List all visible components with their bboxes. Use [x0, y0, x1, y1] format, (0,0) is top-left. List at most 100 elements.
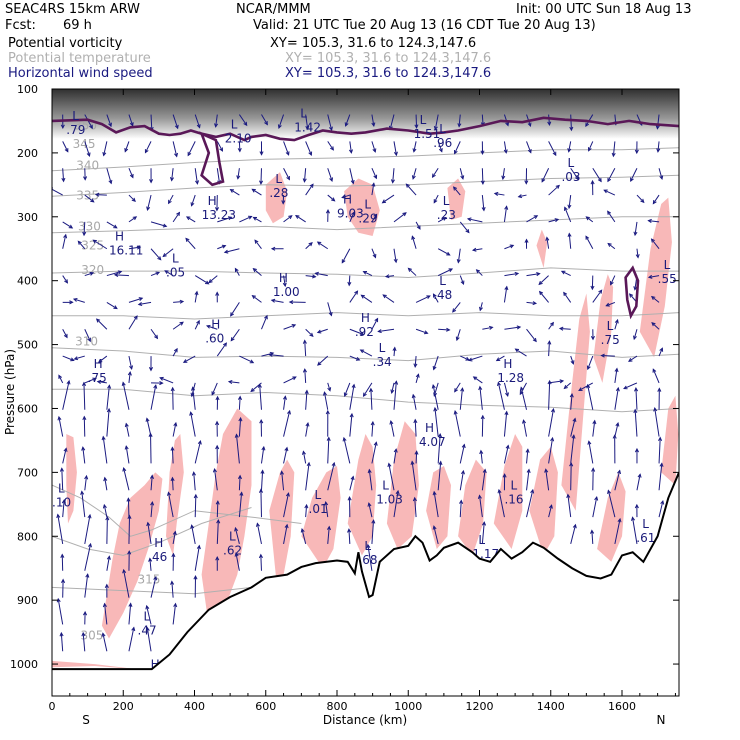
wind-arrowhead-340 — [452, 308, 457, 313]
wind-arrowhead-350 — [480, 150, 485, 155]
wind-vector-416 — [570, 167, 579, 180]
pv-shading-4 — [269, 459, 295, 581]
wind-arrowhead-492 — [652, 368, 657, 373]
wind-arrowhead-16 — [56, 513, 61, 519]
wind-arrowhead-124 — [173, 602, 178, 608]
y-tick-label-700: 700 — [17, 466, 38, 479]
wind-vector-314 — [411, 461, 417, 491]
wind-arrowhead-56 — [103, 476, 108, 482]
pv-shading-9 — [458, 459, 487, 556]
wind-vector-47 — [93, 239, 108, 250]
wind-arrowhead-114 — [173, 347, 178, 353]
wind-vector-426 — [570, 418, 576, 437]
wind-arrowhead-408 — [559, 379, 565, 384]
wind-arrowhead-311 — [411, 393, 416, 399]
wind-arrowhead-31 — [92, 377, 97, 382]
wind-arrowhead-416 — [574, 175, 579, 181]
wind-arrowhead-268 — [373, 174, 378, 180]
wind-arrowhead-11 — [66, 379, 71, 385]
wind-arrowhead-127 — [194, 180, 200, 185]
wind-vector-468 — [636, 194, 645, 203]
wind-arrowhead-285 — [393, 151, 398, 157]
wind-vector-198 — [278, 114, 285, 129]
wind-arrowhead-487 — [650, 238, 655, 243]
wind-arrowhead-197 — [258, 553, 263, 559]
wind-arrowhead-343 — [454, 388, 459, 393]
wind-arrowhead-341 — [455, 336, 460, 342]
x-tick-label-1000: 1000 — [394, 700, 422, 713]
wind-vector-110 — [162, 248, 174, 257]
wind-vector-407 — [548, 341, 550, 357]
model-name: SEAC4RS 15km ARW — [5, 2, 141, 17]
extremum-value-4: 1.51 — [414, 127, 441, 141]
wind-arrowhead-389 — [532, 301, 538, 306]
wind-arrowhead-26 — [77, 240, 82, 245]
wind-arrowhead-108 — [168, 199, 172, 205]
wind-arrowhead-335 — [460, 175, 465, 180]
wind-arrowhead-121 — [172, 530, 177, 536]
wind-arrowhead-208 — [292, 376, 297, 381]
pv-shading-16 — [661, 395, 679, 486]
wind-arrowhead-102 — [153, 575, 158, 581]
pv-shading-11 — [529, 446, 558, 556]
wind-vector-319 — [433, 194, 439, 203]
wind-arrowhead-35 — [84, 474, 89, 480]
wind-arrowhead-220 — [308, 242, 313, 247]
wind-arrowhead-143 — [193, 575, 198, 580]
wind-vector-378 — [503, 411, 508, 437]
wind-vector-135 — [191, 382, 196, 397]
wind-vector-301 — [413, 141, 417, 152]
wind-arrowhead-204 — [282, 282, 287, 288]
wind-vector-52 — [97, 381, 107, 384]
wind-arrowhead-249 — [344, 122, 349, 127]
wind-arrowhead-407 — [547, 340, 552, 345]
extremum-type-2: L — [231, 118, 238, 132]
wind-arrowhead-325 — [432, 365, 437, 371]
wind-arrowhead-261 — [349, 412, 354, 418]
wind-arrowhead-60 — [104, 583, 109, 589]
wind-arrowhead-495 — [658, 436, 663, 442]
wind-vector-358 — [468, 355, 483, 361]
wind-vector-485 — [652, 194, 660, 204]
wind-arrowhead-157 — [215, 444, 220, 450]
wind-vector-91 — [138, 301, 152, 306]
wind-arrowhead-224 — [302, 339, 307, 344]
wind-arrowhead-138 — [197, 439, 202, 445]
wind-vector-311 — [412, 394, 417, 410]
theta-contour-330 — [52, 312, 679, 320]
wind-vector-95 — [150, 385, 157, 410]
wind-arrowhead-466 — [634, 149, 639, 155]
wind-arrowhead-129 — [185, 216, 191, 221]
wind-arrowhead-456 — [614, 318, 619, 324]
wind-vector-456 — [614, 319, 619, 330]
fcst-value: 69 h — [63, 18, 92, 33]
wind-vector-87 — [146, 194, 152, 211]
wind-vector-411 — [548, 437, 554, 464]
wind-arrowhead-429 — [566, 493, 571, 499]
wind-arrowhead-123 — [170, 580, 175, 585]
wind-arrowhead-210 — [287, 409, 291, 415]
wind-vector-257 — [349, 328, 364, 335]
wind-arrowhead-134 — [182, 359, 188, 363]
extremum-value-27: .46 — [148, 550, 167, 564]
pv-shading-6 — [347, 434, 377, 556]
wind-arrowhead-109 — [176, 211, 181, 217]
wind-arrowhead-457 — [600, 353, 605, 358]
wind-arrowhead-172 — [227, 379, 233, 385]
wind-vector-473 — [633, 329, 638, 340]
x-tick-label-400: 400 — [184, 700, 205, 713]
wind-arrowhead-182 — [259, 180, 264, 185]
wind-arrowhead-234 — [329, 177, 334, 182]
wind-arrowhead-401 — [555, 184, 560, 189]
wind-arrowhead-266 — [371, 122, 376, 127]
wind-vector-289 — [393, 248, 397, 263]
wind-arrowhead-488 — [647, 274, 653, 279]
wind-vector-261 — [349, 413, 353, 437]
wind-vector-108 — [168, 194, 174, 204]
x-tick-label-0: 0 — [49, 700, 56, 713]
wind-arrowhead-200 — [286, 176, 290, 181]
wind-vector-305 — [411, 236, 417, 249]
wind-vector-16 — [57, 514, 64, 545]
extremum-value-24: .01 — [309, 502, 328, 516]
